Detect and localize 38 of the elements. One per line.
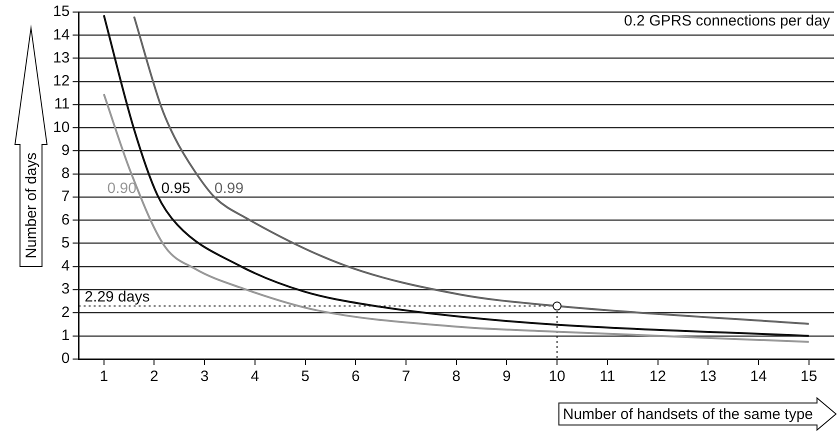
series-label: 0.95: [161, 180, 190, 198]
y-tick-label: 14: [52, 26, 70, 44]
x-tick-label: 13: [700, 368, 716, 386]
y-tick-label: 15: [52, 3, 70, 20]
x-tick-label: 12: [649, 368, 666, 386]
annotation: 0.2 GPRS connections per day: [624, 12, 830, 30]
y-tick-label: 11: [54, 96, 70, 113]
x-tick-label: 14: [750, 368, 767, 386]
y-tick-label: 1: [61, 327, 70, 344]
y-tick-label: 9: [61, 142, 70, 159]
y-tick-label: 12: [52, 72, 70, 90]
y-tick-label: 7: [61, 188, 70, 206]
x-tick-label: 7: [402, 368, 410, 386]
x-tick-label: 1: [100, 368, 108, 386]
x-tick-label: 8: [452, 368, 461, 386]
y-tick-label: 8: [61, 165, 70, 182]
x-tick-label: 11: [600, 368, 616, 386]
x-tick-label: 6: [351, 368, 360, 386]
y-tick-label: 6: [61, 211, 70, 228]
y-tick-label: 13: [52, 49, 70, 66]
y-axis-title: Number of days: [23, 152, 40, 258]
x-tick-label: 5: [301, 368, 310, 386]
x-tick-label: 15: [800, 368, 818, 386]
y-tick-label: 5: [61, 234, 70, 252]
x-tick-label: 2: [150, 368, 158, 386]
x-tick-label: 3: [200, 368, 209, 386]
y-tick-label: 3: [61, 280, 70, 298]
ref-line-label: 2.29 days: [84, 288, 150, 306]
x-tick-label: 10: [548, 368, 566, 386]
y-tick-label: 0: [61, 350, 70, 368]
x-axis-title: Number of handsets of the same type: [562, 406, 814, 424]
y-tick-label: 2: [61, 304, 70, 321]
series-label: 0.90: [107, 180, 136, 198]
series-label: 0.99: [214, 180, 244, 198]
x-tick-label: 4: [250, 368, 260, 386]
y-tick-label: 10: [52, 118, 70, 136]
x-tick-label: 9: [502, 368, 511, 386]
y-tick-label: 4: [61, 258, 70, 275]
